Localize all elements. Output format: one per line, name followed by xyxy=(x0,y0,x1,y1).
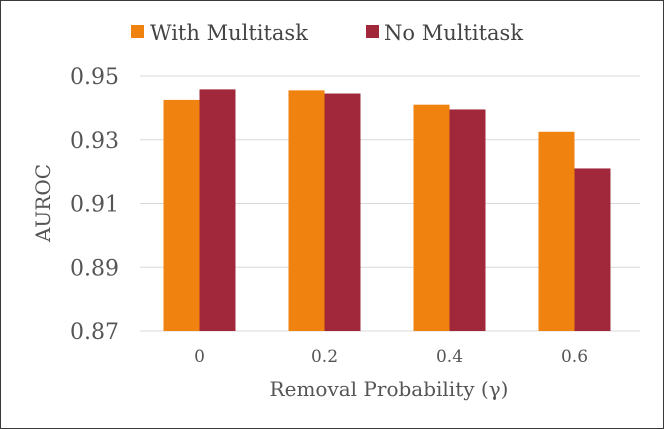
y-tick-label: 0.87 xyxy=(70,320,119,345)
x-axis-title: Removal Probability (γ) xyxy=(270,377,509,401)
legend-swatch-with-multitask xyxy=(131,25,144,38)
legend-swatch-no-multitask xyxy=(366,25,379,38)
legend-label-no-multitask: No Multitask xyxy=(384,21,523,45)
y-tick-label: 0.95 xyxy=(70,65,119,90)
bar-no-multitask-0.2 xyxy=(324,93,361,331)
y-tick-labels: 0.87 0.89 0.91 0.93 0.95 xyxy=(70,65,119,345)
x-tick-label: 0.4 xyxy=(436,347,463,367)
bar-no-multitask-0 xyxy=(199,89,236,331)
y-axis-title: AUROC xyxy=(31,164,55,243)
y-tick-label: 0.93 xyxy=(70,129,119,154)
legend-label-with-multitask: With Multitask xyxy=(150,21,308,45)
y-tick-label: 0.91 xyxy=(70,193,119,218)
bar-with-multitask-0 xyxy=(163,99,200,331)
bar-with-multitask-0.2 xyxy=(288,90,325,331)
legend: With Multitask No Multitask xyxy=(131,21,523,45)
bar-with-multitask-0.6 xyxy=(538,131,575,331)
x-tick-labels: 0 0.2 0.4 0.6 xyxy=(194,347,588,367)
bar-no-multitask-0.4 xyxy=(449,109,486,331)
bar-with-multitask-0.4 xyxy=(413,104,450,331)
x-tick-label: 0.2 xyxy=(311,347,338,367)
x-tick-label: 0.6 xyxy=(561,347,588,367)
bars xyxy=(163,89,611,331)
x-tick-label: 0 xyxy=(194,347,205,367)
bar-no-multitask-0.6 xyxy=(574,168,611,331)
y-tick-label: 0.89 xyxy=(70,256,119,281)
